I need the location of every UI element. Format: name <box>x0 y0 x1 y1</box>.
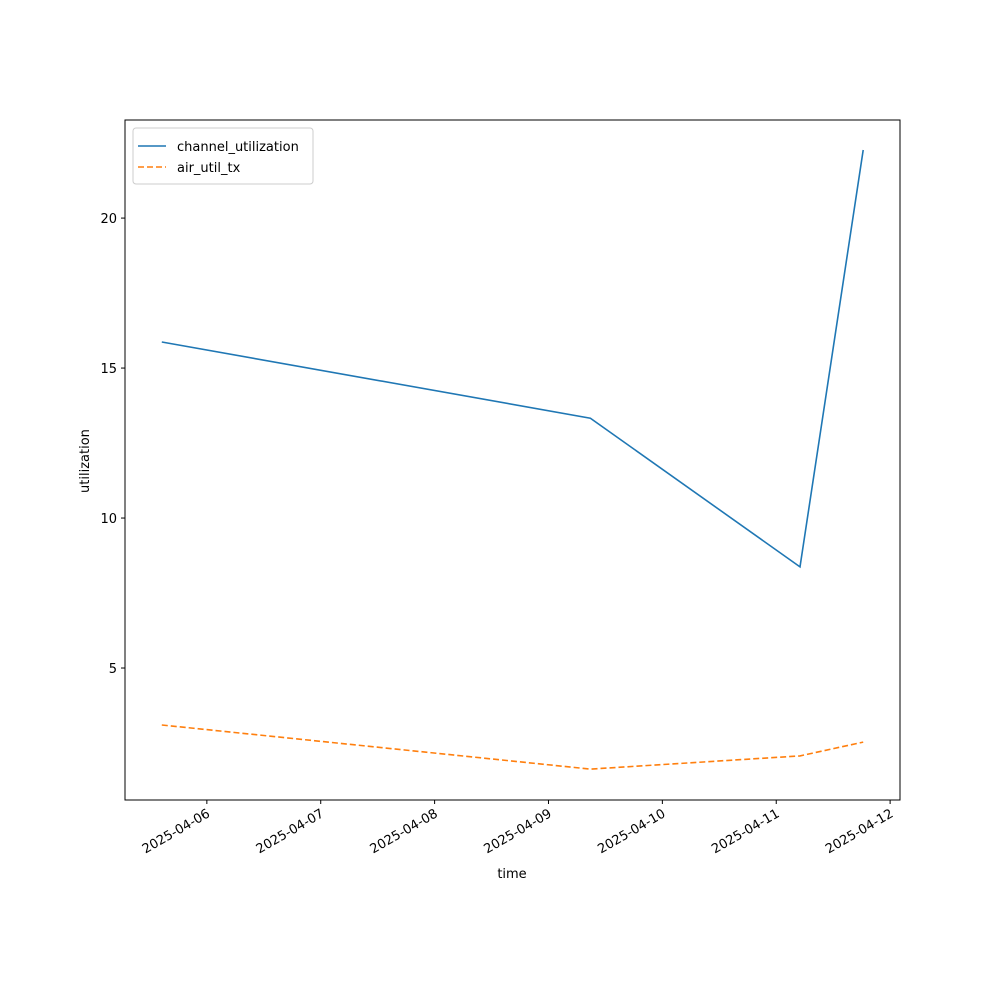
data-line <box>161 149 864 569</box>
y-tick-label: 15 <box>100 362 117 377</box>
y-tick-label: 20 <box>100 212 117 227</box>
legend-label: channel_utilization <box>177 140 299 155</box>
legend-label: air_util_tx <box>177 161 241 176</box>
y-axis-label: utilization <box>78 429 93 493</box>
y-tick-label: 10 <box>100 512 117 527</box>
data-line <box>161 724 864 770</box>
x-axis-label: time <box>497 867 526 882</box>
legend-box <box>132 127 314 185</box>
y-tick-label: 5 <box>109 662 117 677</box>
plot-frame <box>124 119 901 801</box>
